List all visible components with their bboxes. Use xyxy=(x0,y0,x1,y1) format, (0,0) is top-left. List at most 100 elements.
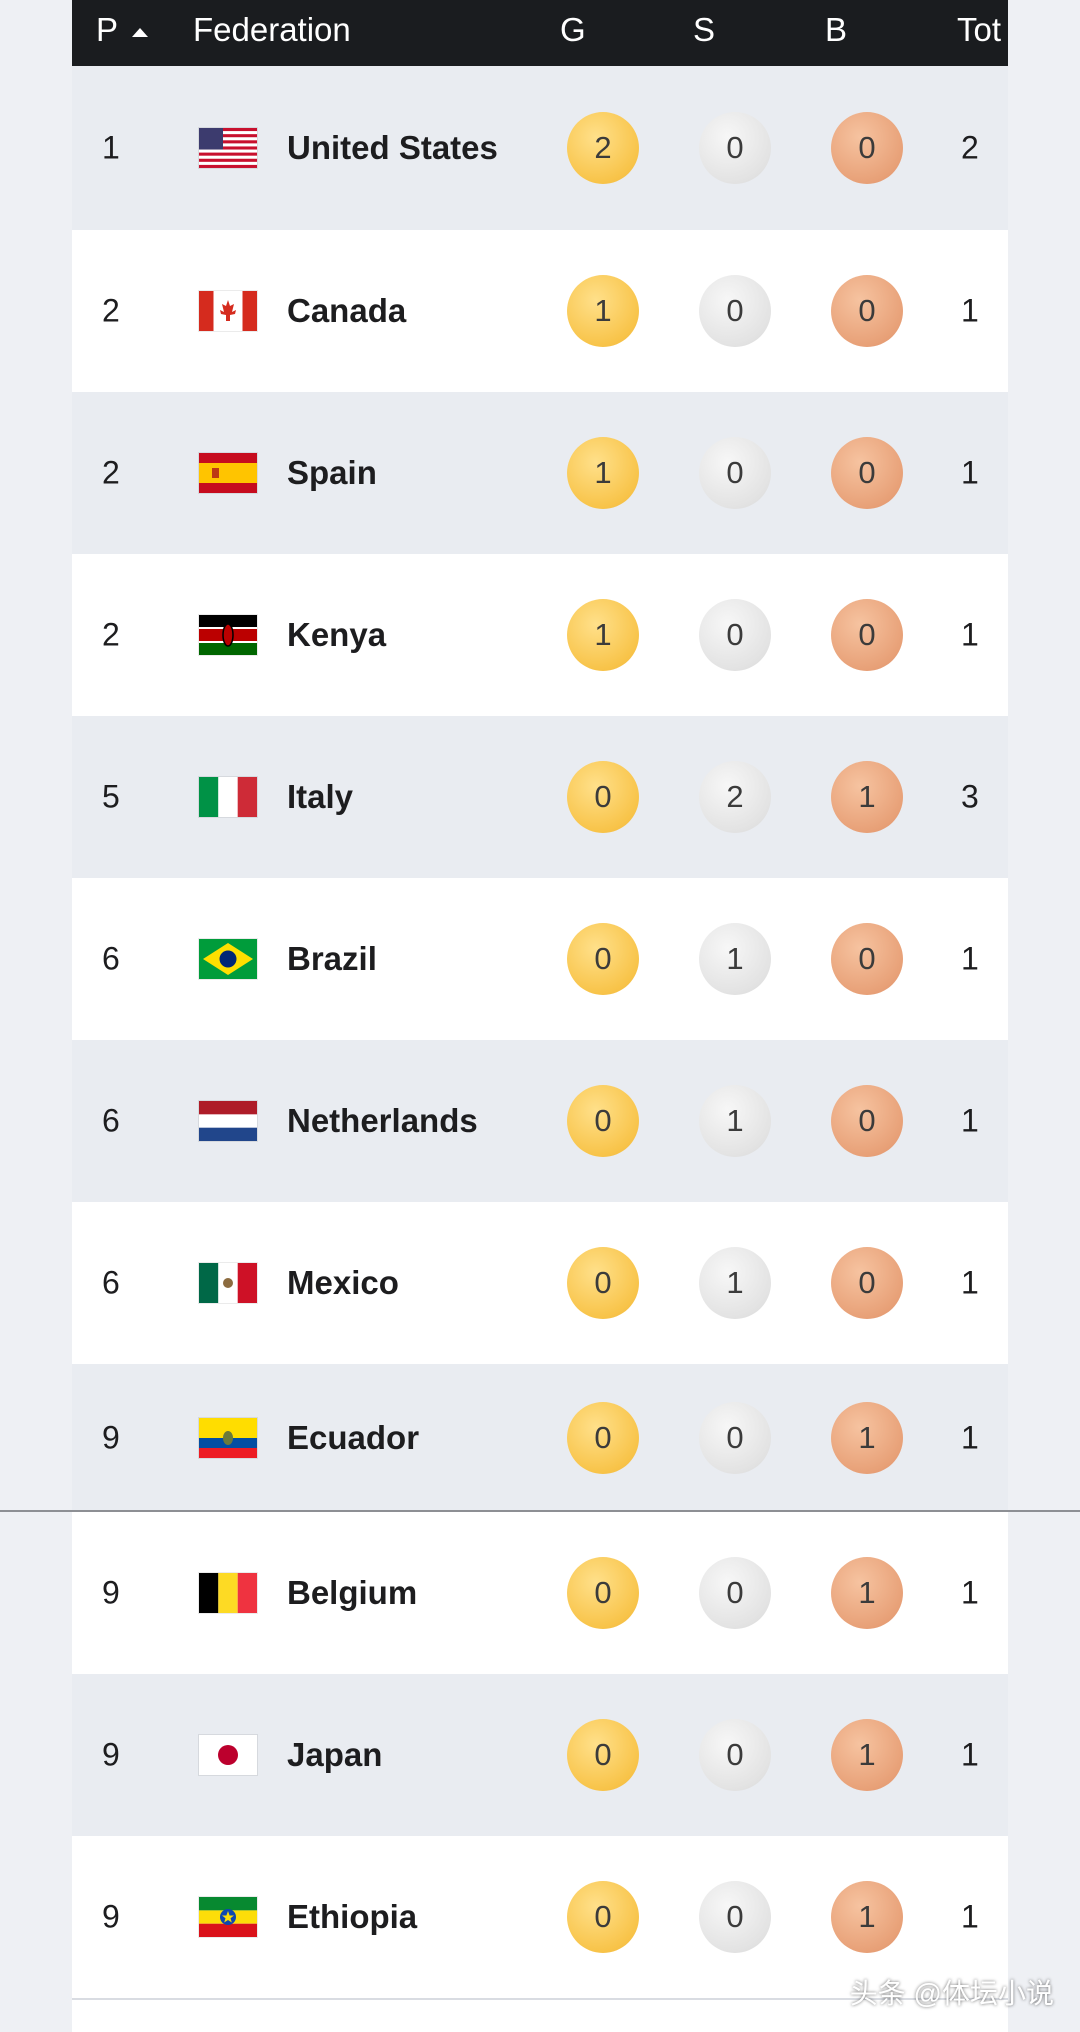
gold-medal-count: 0 xyxy=(567,761,639,833)
rank-cell: 6 xyxy=(102,1102,120,1139)
table-row[interactable]: 9 Japan 0 0 1 1 xyxy=(72,1674,1008,1838)
table-row[interactable]: 1 United States 2 0 0 2 xyxy=(72,66,1008,232)
rank-cell: 9 xyxy=(102,1419,120,1456)
table-row[interactable]: 2 Spain 1 0 0 1 xyxy=(72,392,1008,556)
silver-medal-count: 0 xyxy=(699,1881,771,1953)
bronze-medal-count: 1 xyxy=(831,1881,903,1953)
rank-cell: 2 xyxy=(102,454,120,491)
country-name[interactable]: Kenya xyxy=(287,616,387,653)
bronze-medal-count: 1 xyxy=(831,761,903,833)
gold-medal-count: 0 xyxy=(567,1881,639,1953)
rank-cell: 2 xyxy=(102,616,120,653)
gold-medal-count: 0 xyxy=(567,1719,639,1791)
header-federation[interactable]: Federation xyxy=(193,11,351,48)
belgium-flag-icon xyxy=(199,1573,257,1613)
bronze-medal-count: 1 xyxy=(831,1402,903,1474)
total-count: 1 xyxy=(961,1574,979,1611)
rank-cell: 5 xyxy=(102,778,120,815)
bronze-medal-count: 0 xyxy=(831,1085,903,1157)
total-count: 1 xyxy=(961,940,979,977)
bronze-medal-count: 0 xyxy=(831,112,903,184)
us-flag-icon xyxy=(199,128,257,168)
silver-medal-count: 0 xyxy=(699,599,771,671)
total-count: 3 xyxy=(961,778,979,815)
sort-ascending-icon xyxy=(132,28,149,37)
gold-medal-count: 0 xyxy=(567,1085,639,1157)
rank-cell: 1 xyxy=(102,129,120,166)
silver-medal-count: 0 xyxy=(699,112,771,184)
table-row[interactable]: 2 Kenya 1 0 0 1 xyxy=(72,554,1008,718)
country-name[interactable]: Netherlands xyxy=(287,1102,478,1139)
country-name[interactable]: Brazil xyxy=(287,940,377,977)
table-header: P Federation G S B Tot xyxy=(72,0,1008,66)
table-row[interactable]: 2 Canada 1 0 0 1 xyxy=(72,230,1008,394)
total-count: 1 xyxy=(961,1736,979,1773)
italy-flag-icon xyxy=(199,777,257,817)
silver-medal-count: 0 xyxy=(699,275,771,347)
country-name[interactable]: Canada xyxy=(287,292,407,329)
table-row[interactable]: 9 Ecuador 0 0 1 1 xyxy=(72,1364,1008,1514)
table-row[interactable]: 9 Ethiopia 0 0 1 1 xyxy=(72,1836,1008,2000)
country-name[interactable]: Italy xyxy=(287,778,354,815)
table-row[interactable]: 6 Brazil 0 1 0 1 xyxy=(72,878,1008,1042)
gold-medal-count: 0 xyxy=(567,1557,639,1629)
divider-line xyxy=(0,1510,1080,1512)
silver-medal-count: 2 xyxy=(699,761,771,833)
country-name[interactable]: Japan xyxy=(287,1736,383,1773)
gold-medal-count: 1 xyxy=(567,275,639,347)
total-count: 1 xyxy=(961,616,979,653)
total-count: 1 xyxy=(961,1102,979,1139)
netherlands-flag-icon xyxy=(199,1101,257,1141)
country-name[interactable]: Spain xyxy=(287,454,377,491)
header-total[interactable]: Tot xyxy=(957,11,1002,48)
table-row[interactable]: 5 Italy 0 2 1 3 xyxy=(72,716,1008,880)
header-rank-sort[interactable]: P xyxy=(96,10,149,50)
table-row[interactable]: 9 Belgium 0 0 1 1 xyxy=(72,1512,1008,1676)
rank-cell: 9 xyxy=(102,1736,120,1773)
silver-medal-count: 1 xyxy=(699,1247,771,1319)
rank-cell: 9 xyxy=(102,1898,120,1935)
bronze-medal-count: 0 xyxy=(831,1247,903,1319)
silver-medal-count: 0 xyxy=(699,437,771,509)
rank-cell: 6 xyxy=(102,1264,120,1301)
gold-medal-count: 1 xyxy=(567,599,639,671)
spain-flag-icon xyxy=(199,453,257,493)
silver-medal-count: 0 xyxy=(699,1402,771,1474)
bronze-medal-count: 0 xyxy=(831,599,903,671)
page-margin-left xyxy=(0,0,72,2032)
total-count: 1 xyxy=(961,1264,979,1301)
total-count: 1 xyxy=(961,292,979,329)
country-name[interactable]: United States xyxy=(287,129,498,166)
header-bronze[interactable]: B xyxy=(825,11,848,48)
country-name[interactable]: Mexico xyxy=(287,1264,399,1301)
country-name[interactable]: Ethiopia xyxy=(287,1898,418,1935)
total-count: 1 xyxy=(961,1898,979,1935)
ecuador-flag-icon xyxy=(199,1418,257,1458)
gold-medal-count: 0 xyxy=(567,1402,639,1474)
total-count: 2 xyxy=(961,129,979,166)
bronze-medal-count: 0 xyxy=(831,437,903,509)
kenya-flag-icon xyxy=(199,615,257,655)
header-gold[interactable]: G xyxy=(560,11,586,48)
rank-cell: 2 xyxy=(102,292,120,329)
rank-cell: 6 xyxy=(102,940,120,977)
japan-flag-icon xyxy=(199,1735,257,1775)
gold-medal-count: 0 xyxy=(567,923,639,995)
table-row[interactable]: 6 Netherlands 0 1 0 1 xyxy=(72,1040,1008,1204)
header-rank: P xyxy=(96,11,119,48)
ethiopia-flag-icon xyxy=(199,1897,257,1937)
table-row[interactable]: 6 Mexico 0 1 0 1 xyxy=(72,1202,1008,1366)
silver-medal-count: 0 xyxy=(699,1719,771,1791)
rank-cell: 9 xyxy=(102,1574,120,1611)
silver-medal-count: 1 xyxy=(699,1085,771,1157)
page-margin-right xyxy=(1008,0,1080,2032)
country-name[interactable]: Belgium xyxy=(287,1574,418,1611)
silver-medal-count: 0 xyxy=(699,1557,771,1629)
header-silver[interactable]: S xyxy=(693,11,716,48)
total-count: 1 xyxy=(961,1419,979,1456)
bronze-medal-count: 0 xyxy=(831,275,903,347)
silver-medal-count: 1 xyxy=(699,923,771,995)
brazil-flag-icon xyxy=(199,939,257,979)
gold-medal-count: 1 xyxy=(567,437,639,509)
country-name[interactable]: Ecuador xyxy=(287,1419,420,1456)
